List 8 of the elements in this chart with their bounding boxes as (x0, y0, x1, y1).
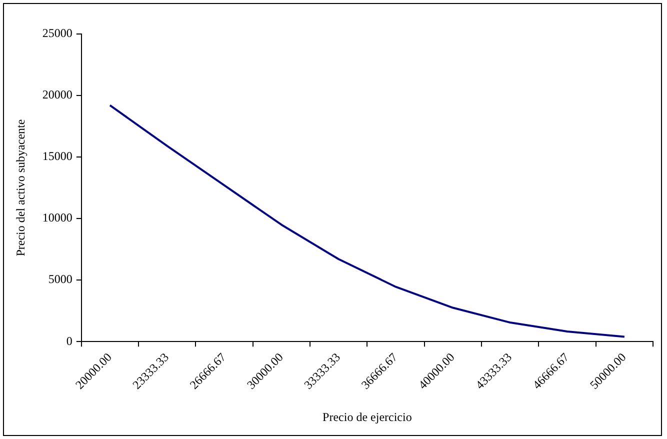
y-tick-label: 20000 (42, 88, 72, 102)
y-tick-label: 10000 (42, 210, 72, 225)
x-axis-title: Precio de ejercicio (322, 410, 412, 424)
y-tick-label: 5000 (48, 272, 72, 286)
y-tick-label: 25000 (42, 26, 72, 40)
y-tick-label: 0 (66, 334, 72, 348)
y-tick-label: 15000 (42, 149, 72, 164)
y-axis-title: Precio del activo subyacente (13, 119, 28, 256)
